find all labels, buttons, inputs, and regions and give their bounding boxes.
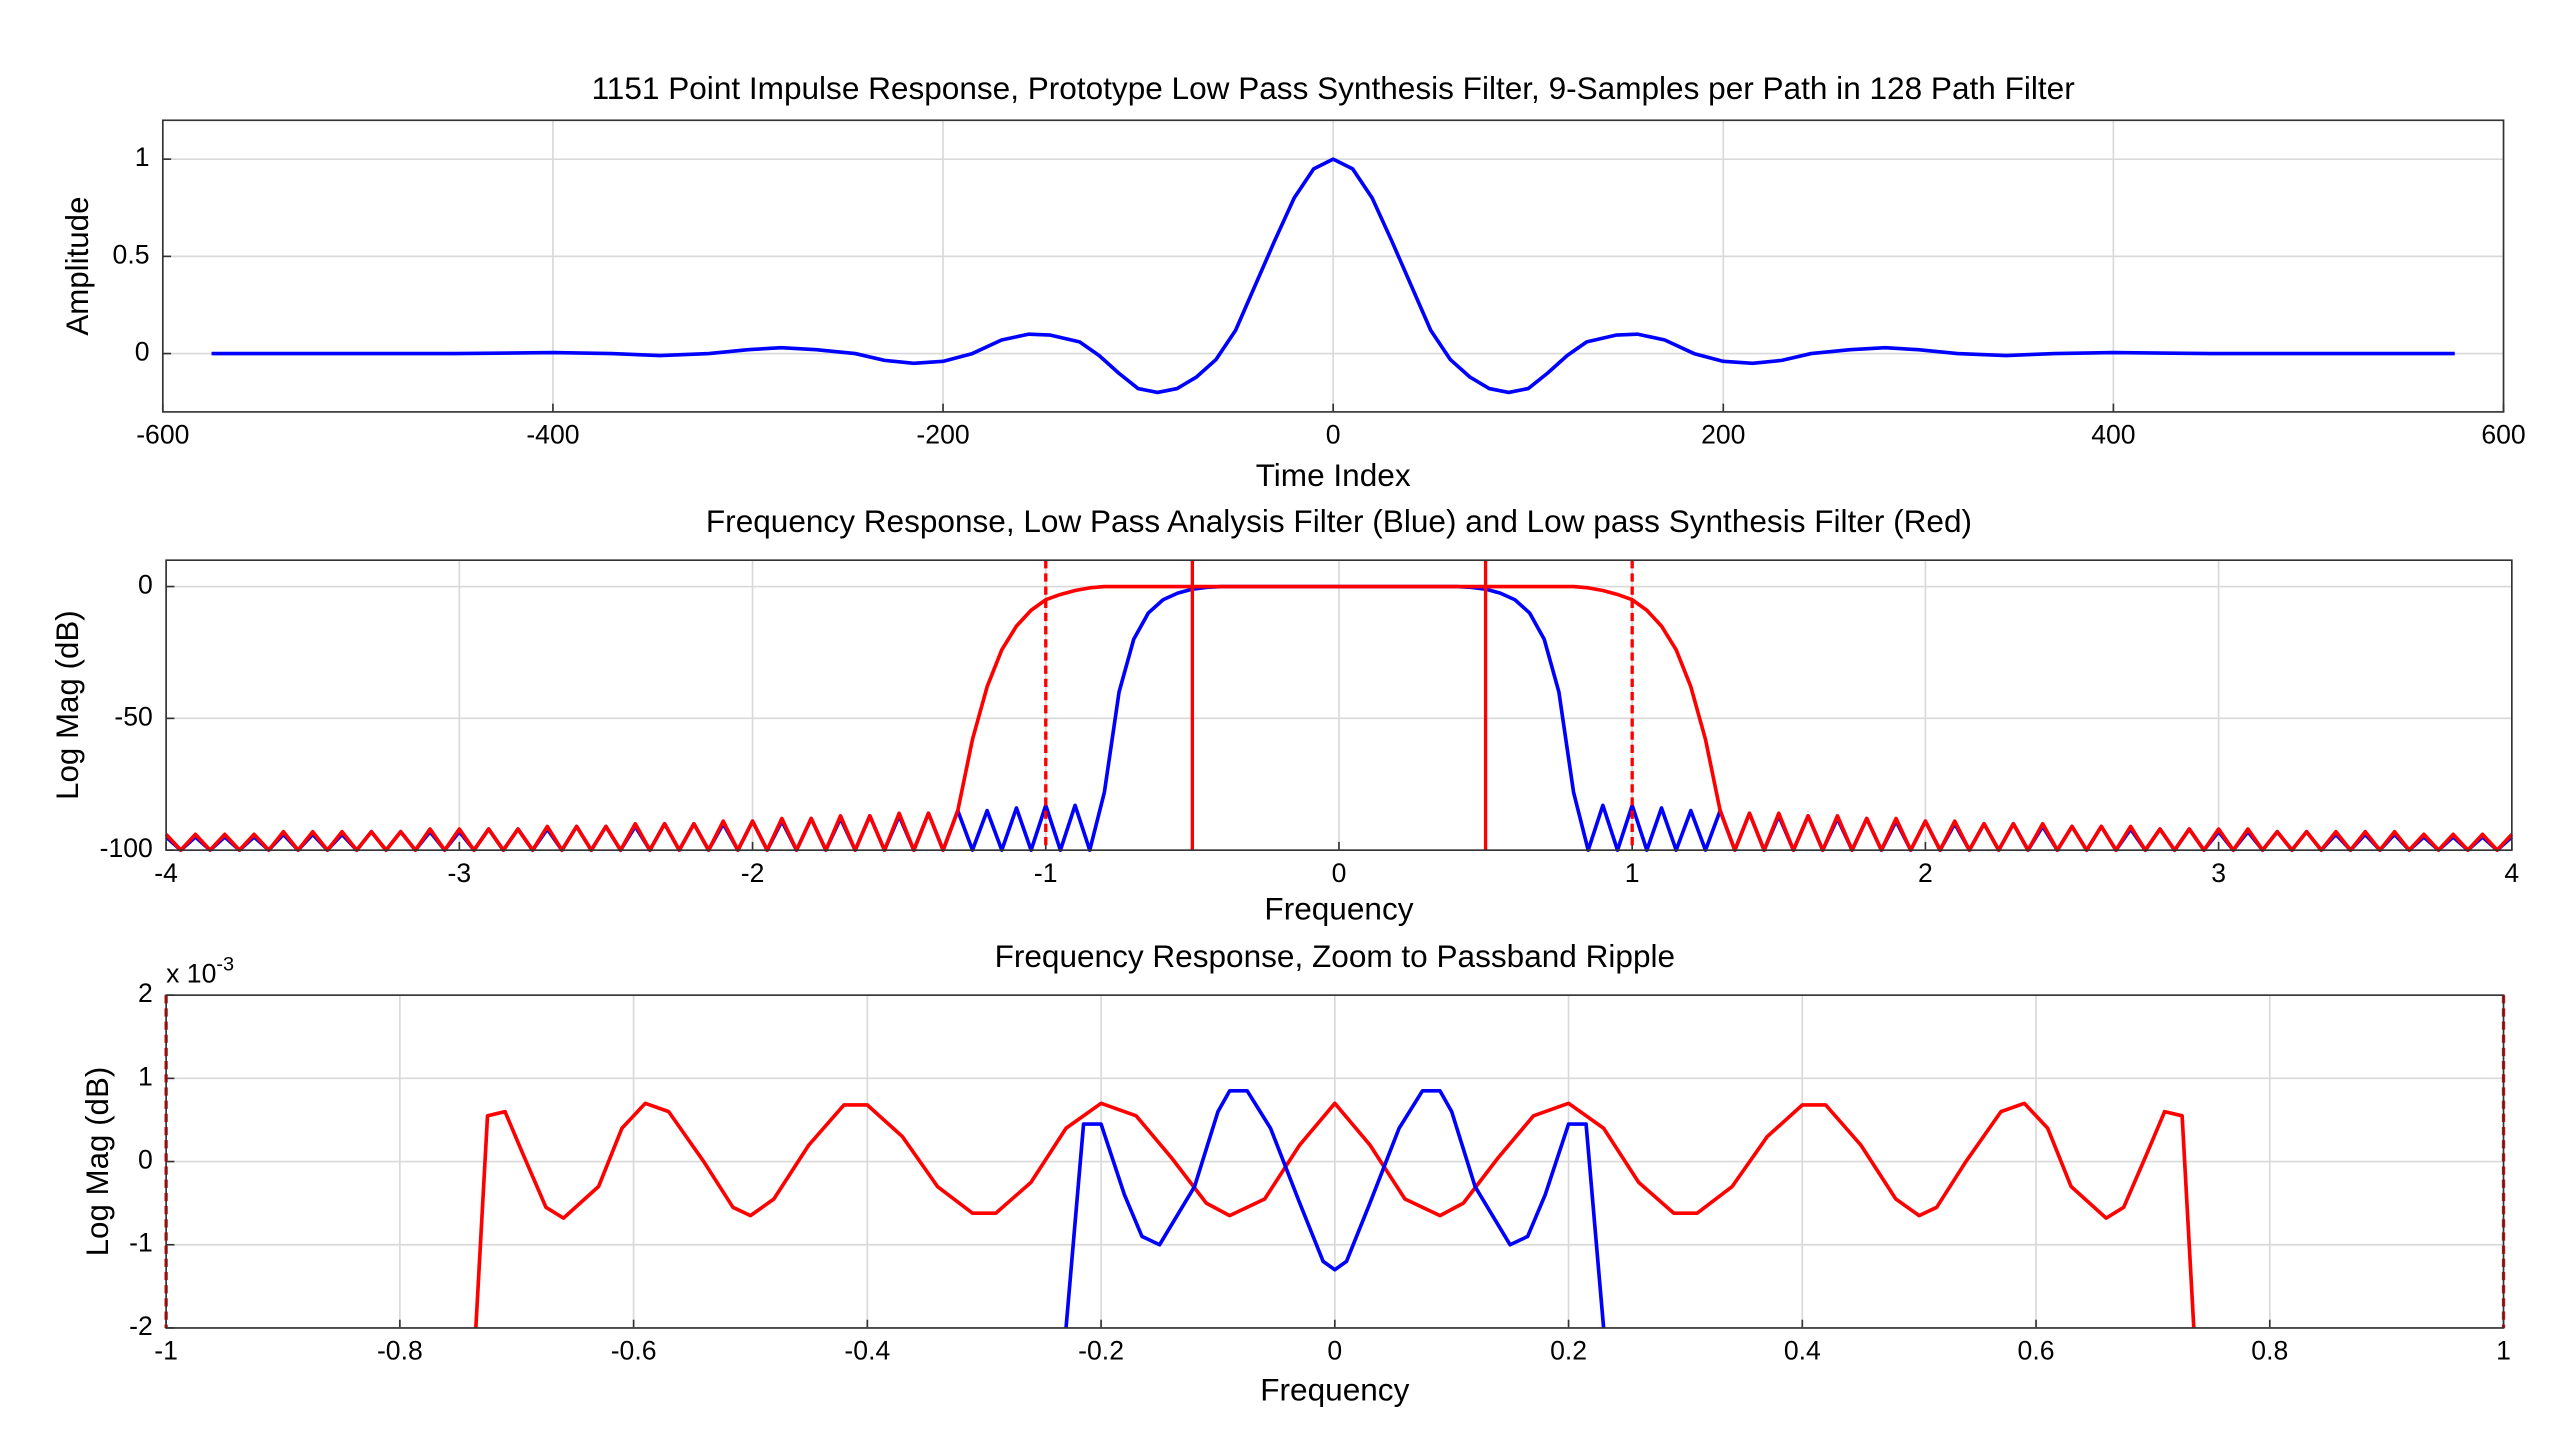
x-tick-label: -1 (1034, 858, 1058, 888)
data-line (164, 584, 2514, 852)
y-tick-label: 1 (135, 142, 150, 172)
x-axis-label: Frequency (1260, 1373, 1409, 1408)
y-axis-label: Log Mag (dB) (50, 610, 85, 800)
chart-title: Frequency Response, Low Pass Analysis Fi… (706, 504, 1972, 539)
x-axis-label: Time Index (1256, 458, 1411, 493)
x-tick-label: 2 (1918, 858, 1933, 888)
x-tick-label: -0.6 (611, 1336, 657, 1366)
axes-frame (165, 994, 2505, 1329)
x-tick-label: -200 (916, 420, 969, 450)
x-tick-label: -0.2 (1078, 1336, 1124, 1366)
x-tick-label: -600 (136, 420, 189, 450)
x-tick-label: -2 (741, 858, 765, 888)
x-tick-label: -400 (526, 420, 579, 450)
x-tick-label: -4 (154, 858, 178, 888)
axes-frame (161, 119, 2505, 413)
axes-frame (165, 559, 2513, 851)
y-axis-label: Amplitude (60, 197, 95, 336)
data-line (211, 157, 2455, 395)
y-tick-label: 0 (135, 337, 150, 367)
x-tick-label: 0.4 (1784, 1336, 1821, 1366)
x-tick-label: 4 (2504, 858, 2519, 888)
y-exponent: x 10-3 (166, 954, 234, 989)
x-tick-label: 0 (1327, 1336, 1342, 1366)
x-tick-label: 1 (2496, 1336, 2511, 1366)
y-tick-label: 2 (138, 978, 153, 1008)
data-line (1064, 1089, 1606, 1329)
x-tick-label: 3 (2211, 858, 2226, 888)
y-tick-label: 0 (138, 570, 153, 600)
y-tick-label: -100 (100, 833, 153, 863)
y-tick-label: -1 (129, 1228, 153, 1258)
x-tick-label: 0.2 (1550, 1336, 1587, 1366)
x-tick-label: -3 (448, 858, 472, 888)
x-tick-label: 600 (2481, 420, 2525, 450)
x-axis-label: Frequency (1264, 891, 1413, 926)
chart-title: 1151 Point Impulse Response, Prototype L… (592, 71, 2075, 106)
x-tick-label: 400 (2091, 420, 2135, 450)
x-tick-label: -0.4 (844, 1336, 890, 1366)
x-tick-label: 1 (1625, 858, 1640, 888)
y-tick-label: 0.5 (113, 239, 150, 269)
y-tick-label: -2 (129, 1311, 153, 1341)
x-tick-label: 0 (1326, 420, 1341, 450)
chart-title: Frequency Response, Zoom to Passband Rip… (995, 939, 1675, 974)
y-tick-label: -50 (114, 701, 152, 731)
y-axis-label: Log Mag (dB) (80, 1067, 115, 1257)
x-tick-label: 0.6 (2018, 1336, 2055, 1366)
x-tick-label: 0 (1332, 858, 1347, 888)
data-line (474, 1101, 2196, 1329)
y-exponent-power: -3 (216, 954, 234, 976)
x-tick-label: -0.8 (377, 1336, 423, 1366)
y-exponent-base: x 10 (166, 958, 216, 988)
y-tick-label: 0 (138, 1145, 153, 1175)
x-tick-label: 0.8 (2251, 1336, 2288, 1366)
y-tick-label: 1 (138, 1061, 153, 1091)
x-tick-label: -1 (154, 1336, 178, 1366)
x-tick-label: 200 (1701, 420, 1745, 450)
